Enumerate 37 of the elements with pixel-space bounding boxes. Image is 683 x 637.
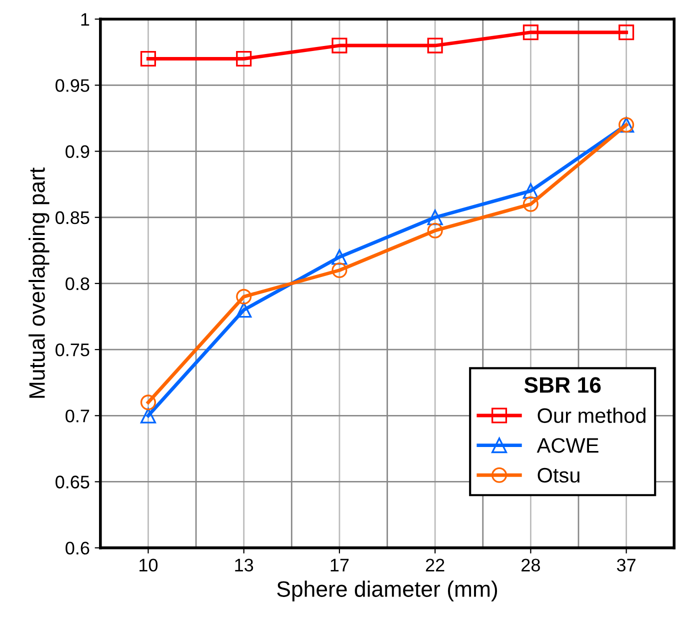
y-tick-label: 0.6 — [66, 542, 90, 555]
y-tick-label: 0.95 — [56, 79, 90, 92]
x-tick-label: 10 — [140, 558, 158, 572]
x-tick-label: 37 — [616, 558, 636, 572]
point — [522, 183, 538, 199]
x-tick-label: 17 — [330, 558, 349, 572]
point — [140, 408, 156, 424]
point — [236, 50, 252, 67]
y-axis-title: Mutual overlapping part — [28, 168, 50, 398]
legend-label: Our method — [538, 408, 646, 423]
point — [427, 222, 443, 238]
point — [522, 24, 538, 40]
legend-title: SBR 16 — [524, 377, 601, 393]
point — [140, 394, 156, 410]
y-tick-label: 0.7 — [66, 410, 90, 422]
point — [427, 38, 443, 54]
y-tick-label: 0.75 — [56, 343, 90, 356]
x-tick-label: 22 — [426, 558, 444, 572]
legend-label: ACWE — [536, 438, 598, 453]
point — [236, 288, 252, 304]
y-tick-label: 0.65 — [56, 476, 90, 488]
y-tick-label: 1 — [81, 13, 90, 26]
x-axis-title: Sphere diameter (mm) — [277, 580, 498, 602]
x-tick-label: 28 — [522, 558, 540, 572]
x-tick-label: 13 — [235, 558, 254, 572]
legend-label: Otsu — [538, 468, 580, 483]
y-tick-label: 0.9 — [66, 145, 90, 158]
point — [140, 50, 156, 67]
point — [522, 196, 538, 212]
point — [332, 38, 348, 54]
point — [236, 302, 252, 318]
point — [332, 249, 348, 265]
point — [427, 210, 443, 226]
point — [332, 262, 348, 278]
y-tick-label: 0.85 — [56, 211, 90, 224]
y-tick-label: 0.8 — [66, 277, 90, 290]
point — [618, 24, 634, 40]
